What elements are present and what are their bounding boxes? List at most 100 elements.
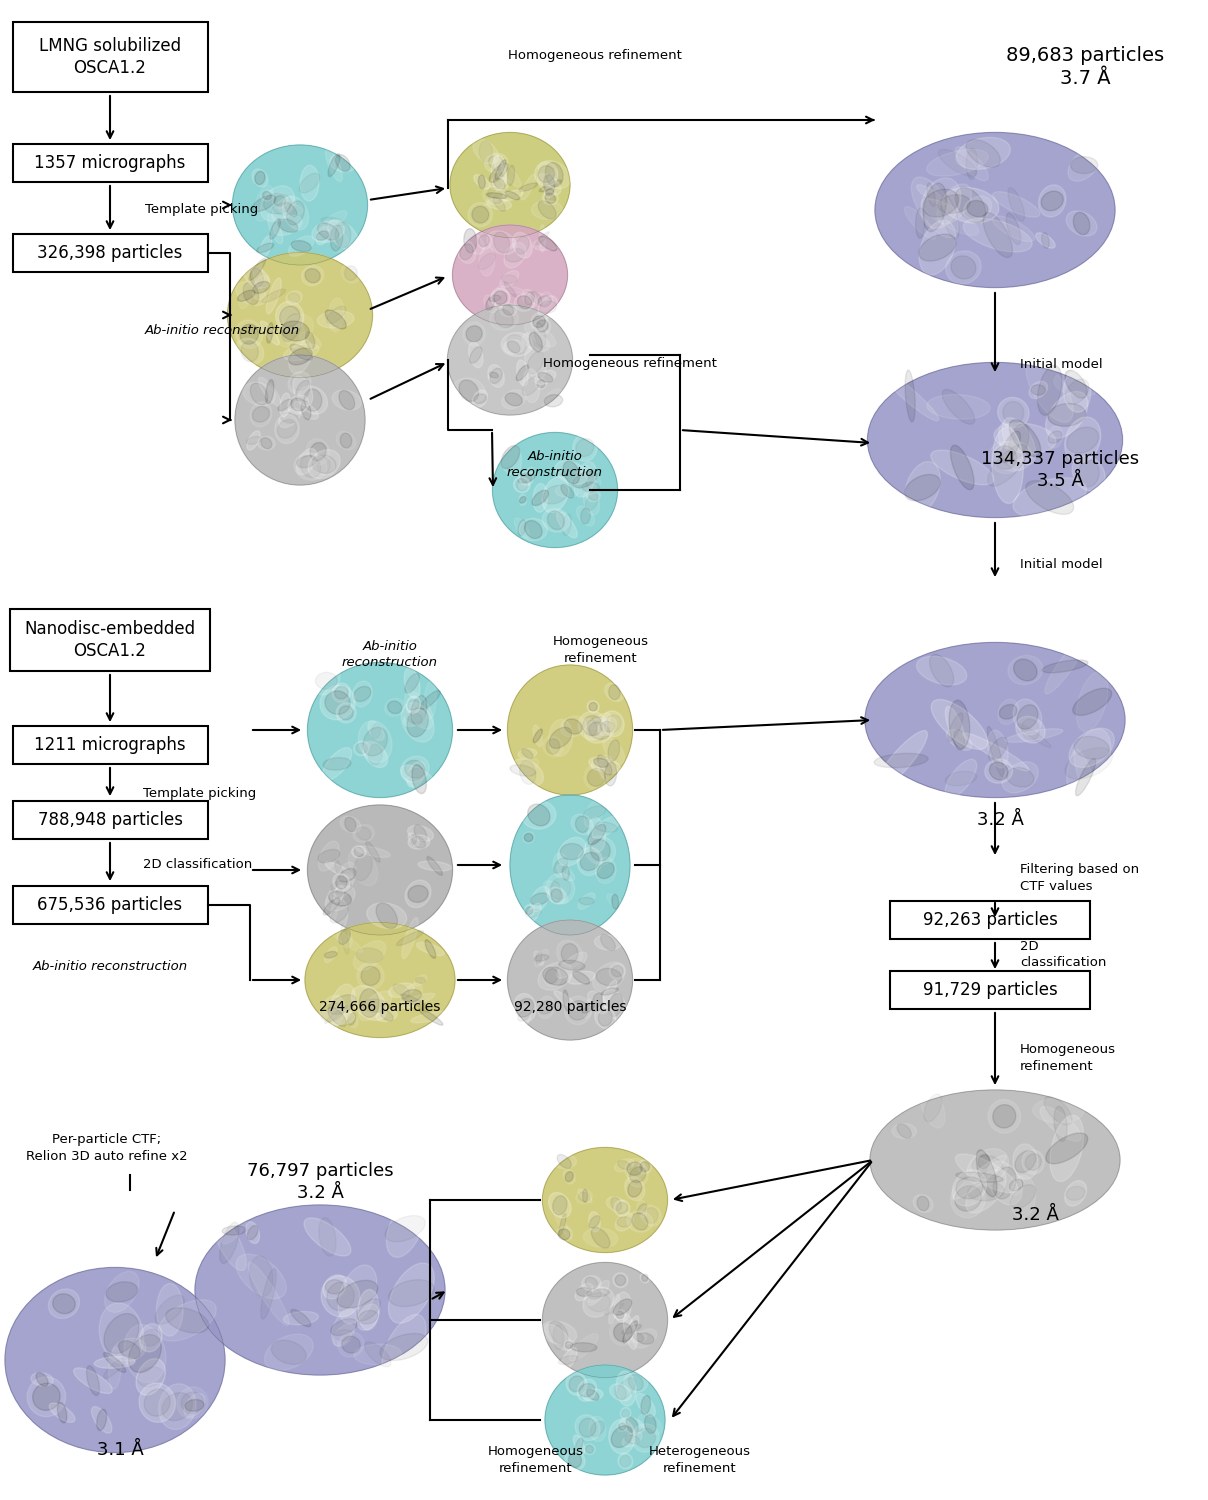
Ellipse shape <box>487 198 511 210</box>
Ellipse shape <box>286 201 304 225</box>
Ellipse shape <box>330 984 355 1024</box>
Ellipse shape <box>325 886 355 910</box>
Ellipse shape <box>583 999 593 1018</box>
Ellipse shape <box>358 1304 379 1330</box>
Ellipse shape <box>1047 430 1062 444</box>
FancyBboxPatch shape <box>12 22 208 92</box>
Ellipse shape <box>274 195 285 206</box>
Ellipse shape <box>581 509 591 524</box>
Ellipse shape <box>33 1383 60 1410</box>
Ellipse shape <box>280 413 298 423</box>
Ellipse shape <box>408 885 428 903</box>
Ellipse shape <box>637 1394 656 1416</box>
Ellipse shape <box>515 518 529 538</box>
Ellipse shape <box>965 1170 1006 1214</box>
Ellipse shape <box>332 390 361 410</box>
Ellipse shape <box>323 747 352 780</box>
Ellipse shape <box>501 333 533 357</box>
Ellipse shape <box>528 804 550 826</box>
Ellipse shape <box>250 267 263 288</box>
Ellipse shape <box>522 290 536 308</box>
Ellipse shape <box>261 186 295 222</box>
Ellipse shape <box>557 512 577 538</box>
Ellipse shape <box>355 846 390 858</box>
Ellipse shape <box>1078 460 1099 488</box>
Ellipse shape <box>252 195 275 211</box>
Ellipse shape <box>612 1272 628 1287</box>
Ellipse shape <box>550 728 571 748</box>
Ellipse shape <box>453 225 568 326</box>
Ellipse shape <box>538 372 553 382</box>
Ellipse shape <box>623 1372 647 1392</box>
Ellipse shape <box>389 1280 434 1306</box>
Ellipse shape <box>609 1419 635 1454</box>
Ellipse shape <box>273 216 302 236</box>
Ellipse shape <box>1001 430 1021 464</box>
Ellipse shape <box>488 156 504 170</box>
Ellipse shape <box>559 1214 567 1236</box>
Ellipse shape <box>587 992 608 1014</box>
Ellipse shape <box>359 720 393 762</box>
Ellipse shape <box>1073 456 1105 492</box>
Ellipse shape <box>575 1414 600 1440</box>
Ellipse shape <box>637 1334 654 1344</box>
Ellipse shape <box>57 1402 66 1423</box>
Ellipse shape <box>460 244 474 260</box>
Ellipse shape <box>306 332 315 348</box>
Ellipse shape <box>478 236 489 246</box>
Ellipse shape <box>637 1200 646 1218</box>
Ellipse shape <box>608 740 620 762</box>
Ellipse shape <box>533 237 563 250</box>
Ellipse shape <box>865 642 1125 798</box>
Ellipse shape <box>389 982 414 998</box>
Ellipse shape <box>1050 1116 1084 1182</box>
Ellipse shape <box>406 696 420 714</box>
Text: Template picking: Template picking <box>143 786 256 800</box>
Ellipse shape <box>1029 381 1047 399</box>
Ellipse shape <box>539 201 556 219</box>
Ellipse shape <box>507 340 519 352</box>
Ellipse shape <box>507 165 515 186</box>
Ellipse shape <box>590 1215 600 1228</box>
Ellipse shape <box>1076 672 1108 732</box>
Ellipse shape <box>539 165 554 183</box>
Ellipse shape <box>407 762 425 788</box>
Ellipse shape <box>112 1338 146 1360</box>
Ellipse shape <box>923 189 958 217</box>
Ellipse shape <box>616 1371 637 1406</box>
Ellipse shape <box>564 718 582 734</box>
Ellipse shape <box>598 717 616 735</box>
Ellipse shape <box>616 1311 623 1318</box>
Ellipse shape <box>31 1372 53 1386</box>
Ellipse shape <box>184 1394 205 1417</box>
Ellipse shape <box>354 687 371 702</box>
Ellipse shape <box>176 1388 208 1419</box>
Ellipse shape <box>323 224 350 254</box>
Ellipse shape <box>577 1190 592 1203</box>
Ellipse shape <box>1001 762 1039 794</box>
Ellipse shape <box>954 1186 981 1210</box>
Ellipse shape <box>291 1310 310 1326</box>
Ellipse shape <box>257 436 275 450</box>
Ellipse shape <box>625 1176 645 1200</box>
Ellipse shape <box>920 1088 945 1128</box>
Ellipse shape <box>568 1000 588 1020</box>
Ellipse shape <box>239 284 254 309</box>
Ellipse shape <box>457 228 484 254</box>
Ellipse shape <box>405 880 431 908</box>
Ellipse shape <box>626 1418 638 1434</box>
Ellipse shape <box>339 706 353 720</box>
Ellipse shape <box>598 1010 612 1026</box>
Ellipse shape <box>358 1299 381 1320</box>
Ellipse shape <box>999 423 1023 471</box>
Ellipse shape <box>353 825 374 843</box>
Ellipse shape <box>600 934 615 951</box>
Ellipse shape <box>501 190 523 201</box>
Ellipse shape <box>565 1341 573 1348</box>
Ellipse shape <box>248 1262 289 1326</box>
Ellipse shape <box>298 386 327 414</box>
Ellipse shape <box>518 1005 530 1026</box>
Ellipse shape <box>339 390 355 410</box>
Ellipse shape <box>625 1316 639 1342</box>
Ellipse shape <box>524 322 556 346</box>
